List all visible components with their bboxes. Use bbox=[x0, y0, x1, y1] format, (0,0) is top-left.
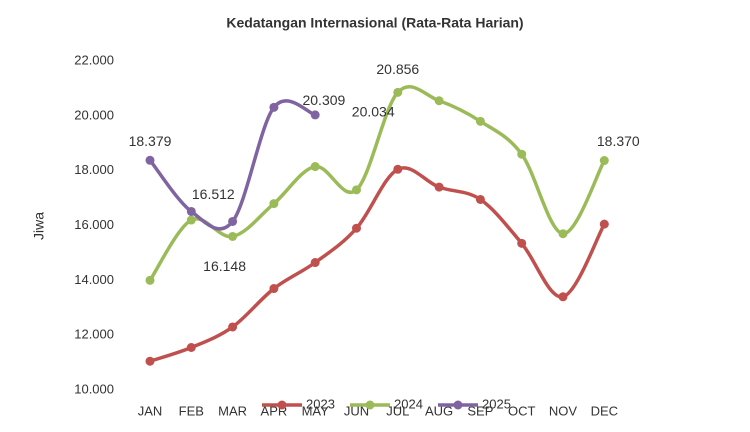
data-point bbox=[186, 206, 196, 216]
data-point bbox=[393, 164, 403, 174]
x-tick-label: NOV bbox=[549, 403, 578, 418]
data-point bbox=[269, 102, 279, 112]
data-point bbox=[599, 219, 609, 229]
y-tick-label: 16.000 bbox=[74, 217, 114, 232]
data-point bbox=[434, 182, 444, 192]
y-tick-label: 14.000 bbox=[74, 272, 114, 287]
data-label: 20.856 bbox=[376, 61, 419, 77]
data-point bbox=[310, 258, 320, 268]
x-tick-label: DEC bbox=[591, 403, 618, 418]
x-tick-label: AUG bbox=[425, 403, 453, 418]
y-tick-label: 20.000 bbox=[74, 107, 114, 122]
data-point bbox=[269, 284, 279, 294]
x-tick-label: JUN bbox=[344, 403, 369, 418]
x-tick-label: JAN bbox=[138, 403, 163, 418]
data-point bbox=[310, 110, 320, 120]
data-point bbox=[269, 199, 279, 209]
data-point bbox=[434, 96, 444, 106]
y-tick-label: 12.000 bbox=[74, 327, 114, 342]
legend-label: 2024 bbox=[394, 396, 423, 411]
chart-title: Kedatangan Internasional (Rata-Rata Hari… bbox=[226, 15, 523, 31]
data-point bbox=[475, 194, 485, 204]
legend-marker bbox=[453, 400, 463, 410]
data-point bbox=[517, 149, 527, 159]
series-line bbox=[148, 99, 316, 231]
data-point bbox=[186, 215, 196, 225]
data-point bbox=[228, 216, 238, 226]
y-tick-label: 10.000 bbox=[74, 381, 114, 396]
data-point bbox=[558, 292, 568, 302]
x-tick-label: JUL bbox=[386, 403, 409, 418]
y-tick-label: 22.000 bbox=[74, 52, 114, 67]
data-label: 18.379 bbox=[129, 133, 172, 149]
data-label: 20.034 bbox=[352, 104, 395, 120]
x-tick-label: FEB bbox=[179, 403, 204, 418]
x-tick-label: SEP bbox=[467, 403, 493, 418]
data-point bbox=[599, 156, 609, 166]
data-point bbox=[352, 223, 361, 233]
data-point bbox=[145, 275, 155, 285]
data-point bbox=[228, 322, 238, 332]
legend-label: 2023 bbox=[306, 396, 335, 411]
data-point bbox=[352, 185, 361, 195]
data-point bbox=[310, 162, 320, 172]
x-tick-label: MAY bbox=[302, 403, 330, 418]
data-point bbox=[475, 116, 485, 126]
legend-marker bbox=[277, 400, 287, 410]
data-point bbox=[517, 238, 527, 248]
data-point bbox=[186, 343, 196, 353]
y-axis-label: Jiwa bbox=[31, 212, 47, 240]
data-point bbox=[558, 229, 568, 239]
data-label: 16.148 bbox=[203, 258, 246, 274]
data-point bbox=[393, 87, 403, 97]
data-point bbox=[145, 155, 155, 165]
data-label: 20.309 bbox=[302, 92, 345, 108]
data-point bbox=[145, 356, 155, 366]
legend-marker bbox=[365, 400, 375, 410]
data-label: 18.370 bbox=[597, 133, 640, 149]
data-label: 16.512 bbox=[192, 186, 235, 202]
x-tick-label: OCT bbox=[508, 403, 536, 418]
data-point bbox=[228, 231, 238, 241]
y-tick-label: 18.000 bbox=[74, 162, 114, 177]
x-tick-label: MAR bbox=[218, 403, 247, 418]
legend-label: 2025 bbox=[482, 396, 511, 411]
